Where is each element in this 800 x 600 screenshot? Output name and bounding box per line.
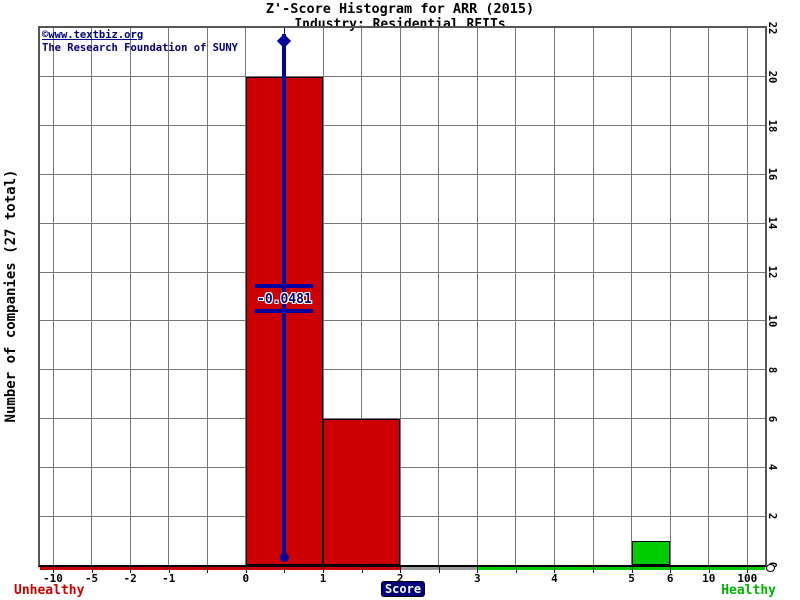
chart-title: Z'-Score Histogram for ARR (2015) xyxy=(265,1,535,17)
horizontal-gridline xyxy=(40,222,765,224)
x-tick-mark xyxy=(91,566,93,573)
vertical-gridline xyxy=(322,28,324,565)
x-tick-mark xyxy=(708,566,710,573)
x-tick-label: -2 xyxy=(123,572,137,585)
x-tick-label: 4 xyxy=(551,572,558,585)
x-tick-label: 5 xyxy=(628,572,635,585)
y-tick-label: 14 xyxy=(766,216,778,230)
y-tick-label: 10 xyxy=(766,314,778,328)
marker-line xyxy=(282,34,287,558)
horizontal-gridline xyxy=(40,173,765,175)
y-tick-label: 4 xyxy=(766,464,778,471)
axis-zone-gray xyxy=(400,567,478,570)
unhealthy-label: Unhealthy xyxy=(14,583,85,598)
x-tick-mark xyxy=(631,566,633,573)
x-tick-mark xyxy=(168,566,170,573)
x-tick-mark xyxy=(130,566,132,573)
x-tick-mark xyxy=(361,566,363,573)
x-tick-mark xyxy=(245,566,247,573)
horizontal-gridline xyxy=(40,76,765,78)
vertical-gridline xyxy=(592,28,594,565)
y-axis-title: Number of companies (27 total) xyxy=(3,169,19,423)
x-tick-label: -1 xyxy=(162,572,176,585)
y-tick-label: 22 xyxy=(766,21,778,35)
y-tick-label: 16 xyxy=(766,168,778,181)
x-tick-mark xyxy=(593,566,594,573)
plot-frame xyxy=(38,26,767,567)
vertical-gridline xyxy=(631,28,633,565)
x-tick-mark xyxy=(670,566,672,573)
x-tick-label: 6 xyxy=(666,572,674,585)
vertical-gridline xyxy=(476,28,478,565)
y-tick-label: 18 xyxy=(766,119,778,132)
vertical-gridline xyxy=(438,28,440,565)
x-tick-label: -5 xyxy=(84,572,99,585)
x-tick-label: 0 xyxy=(242,572,250,585)
watermark-org: The Research Foundation of SUNY xyxy=(42,42,238,54)
vertical-gridline xyxy=(361,28,363,565)
x-tick-mark xyxy=(284,566,286,573)
x-tick-mark xyxy=(53,566,54,573)
x-axis-title: Score xyxy=(380,581,426,597)
vertical-gridline xyxy=(91,28,93,565)
axis-end-marker xyxy=(766,564,775,572)
healthy-label: Healthy xyxy=(721,583,776,598)
x-tick-label: -10 xyxy=(43,572,63,585)
axis-zone-healthy xyxy=(477,567,765,570)
x-tick-mark xyxy=(477,566,479,573)
marker-value-label: -0.0481 xyxy=(257,292,312,307)
vertical-gridline xyxy=(746,28,748,565)
vertical-gridline xyxy=(399,28,401,565)
x-tick-label: 1 xyxy=(319,572,327,585)
x-tick-label: 3 xyxy=(473,572,481,585)
x-tick-label: 2 xyxy=(396,572,404,585)
watermark-link[interactable]: ©www.textbiz.org xyxy=(42,29,144,41)
horizontal-gridline xyxy=(40,125,765,127)
vertical-gridline xyxy=(129,28,131,565)
horizontal-gridline xyxy=(40,515,765,517)
vertical-gridline xyxy=(553,28,555,565)
horizontal-gridline xyxy=(40,418,765,420)
x-tick-mark xyxy=(747,566,749,573)
y-tick-label: 8 xyxy=(766,366,778,373)
marker-crossbar-top xyxy=(255,284,314,288)
vertical-gridline xyxy=(168,28,170,565)
horizontal-gridline xyxy=(40,271,765,273)
chart-subtitle: Industry: Residential REITs xyxy=(294,17,506,32)
vertical-gridline xyxy=(206,28,208,565)
vertical-gridline xyxy=(515,28,517,565)
vertical-gridline xyxy=(52,28,54,565)
histogram-bar xyxy=(323,418,401,565)
y-tick-label: 20 xyxy=(766,70,778,84)
horizontal-gridline xyxy=(40,369,765,371)
x-tick-mark xyxy=(323,566,324,573)
histogram-bar xyxy=(631,540,671,565)
x-tick-mark xyxy=(207,566,209,573)
vertical-gridline xyxy=(669,28,671,565)
vertical-gridline xyxy=(708,28,710,565)
x-tick-label: 10 xyxy=(702,572,716,585)
x-tick-mark xyxy=(554,566,556,573)
y-tick-label: 12 xyxy=(766,265,778,279)
marker-bottom-dot xyxy=(279,553,289,562)
x-tick-mark xyxy=(515,566,517,573)
x-tick-mark xyxy=(400,566,402,573)
y-tick-label: 2 xyxy=(766,513,778,520)
axis-zone-unhealthy xyxy=(40,567,401,570)
x-tick-label: 100 xyxy=(737,572,758,585)
y-tick-label: 6 xyxy=(766,415,778,422)
horizontal-gridline xyxy=(40,320,765,322)
horizontal-gridline xyxy=(40,466,765,468)
marker-crossbar-bottom xyxy=(255,309,314,313)
x-tick-mark xyxy=(438,566,440,573)
